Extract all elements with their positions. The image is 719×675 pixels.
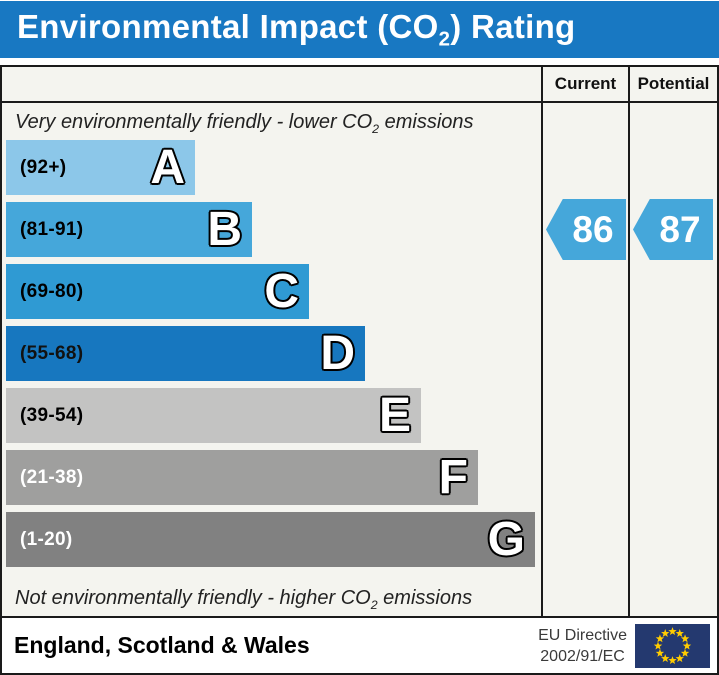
rating-table: Current Potential Very environmentally f… [0, 65, 719, 618]
band-range: (92+) [20, 156, 67, 178]
band-range: (55-68) [20, 342, 84, 364]
region-label: England, Scotland & Wales [14, 632, 310, 658]
band-letter: D [320, 327, 355, 380]
band-range: (39-54) [20, 404, 84, 426]
footer: England, Scotland & Wales EU Directive 2… [0, 616, 719, 675]
potential-rating-arrow: 87 [633, 199, 713, 260]
band-c-bar: (69-80) C [6, 264, 309, 319]
band-a-bar: (92+) A [6, 140, 195, 195]
chart-title-subscript: 2 [438, 27, 451, 51]
band-range: (81-91) [20, 218, 84, 240]
band-d-bar: (55-68) D [6, 326, 365, 381]
column-divider-current [541, 67, 543, 616]
band-letter: G [487, 513, 525, 566]
potential-rating-value: 87 [659, 208, 701, 250]
scale-note-top: Very environmentally friendly - lower CO… [15, 105, 474, 146]
eu-flag-icon [635, 623, 710, 668]
band-f-bar: (21-38) F [6, 450, 478, 505]
scale-note-bottom-suffix: emissions [377, 587, 473, 609]
band-letter: F [438, 451, 468, 504]
eu-directive-line1: EU Directive [538, 626, 627, 644]
chart-title-bar: Environmental Impact (CO2) Rating [0, 1, 719, 58]
band-letter: A [150, 141, 185, 194]
column-header-current: Current [554, 74, 617, 93]
scale-note-top-subscript: 2 [372, 122, 380, 136]
scale-note-bottom-subscript: 2 [370, 598, 378, 612]
current-rating-value: 86 [572, 208, 614, 250]
table-header-row: Current Potential [2, 67, 717, 103]
band-range: (21-38) [20, 466, 84, 488]
scale-note-bottom-text: Not environmentally friendly - higher CO [15, 587, 371, 609]
current-rating-arrow: 86 [546, 199, 626, 260]
scale-note-bottom: Not environmentally friendly - higher CO… [15, 581, 472, 622]
band-letter: C [264, 265, 299, 318]
eu-directive-label: EU Directive 2002/91/EC [538, 625, 627, 667]
band-letter: E [378, 389, 411, 442]
chart-title-prefix: Environmental Impact (CO [17, 7, 439, 45]
column-header-potential: Potential [637, 74, 710, 93]
scale-note-top-text: Very environmentally friendly - lower CO [15, 111, 373, 133]
band-e-bar: (39-54) E [6, 388, 421, 443]
band-range: (69-80) [20, 280, 84, 302]
chart-title-suffix: ) Rating [450, 7, 576, 45]
scale-note-top-suffix: emissions [379, 111, 474, 133]
band-g-bar: (1-20) G [6, 512, 535, 567]
chart-title: Environmental Impact (CO2) Rating [17, 8, 576, 52]
band-letter: B [207, 203, 242, 256]
eu-directive-line2: 2002/91/EC [540, 647, 625, 665]
band-b-bar: (81-91) B [6, 202, 252, 257]
band-range: (1-20) [20, 528, 73, 550]
column-divider-potential [628, 67, 630, 616]
